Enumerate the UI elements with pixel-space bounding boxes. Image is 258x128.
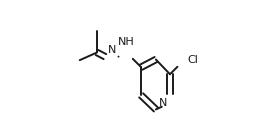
Text: NH: NH <box>118 37 135 47</box>
Text: N: N <box>108 45 116 55</box>
Text: N: N <box>159 98 167 108</box>
Text: Cl: Cl <box>187 55 198 65</box>
